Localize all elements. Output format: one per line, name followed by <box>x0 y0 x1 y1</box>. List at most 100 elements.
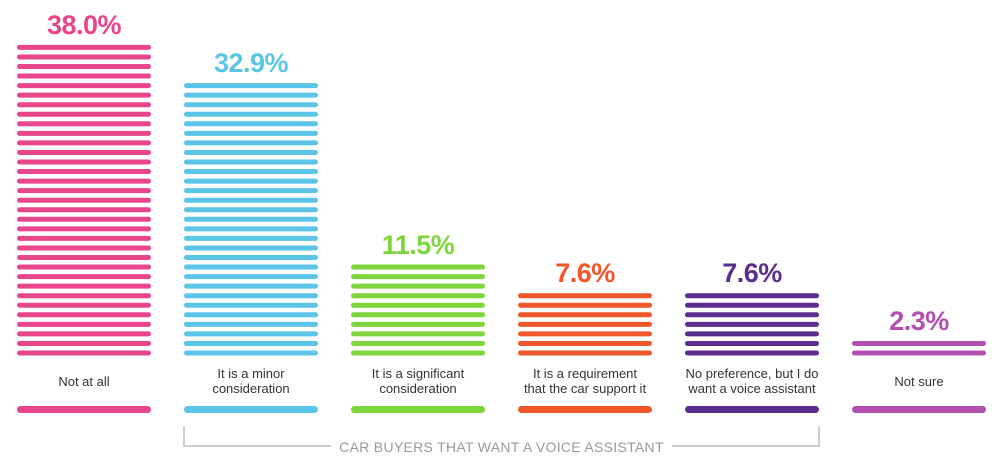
bar-stripe <box>518 312 652 318</box>
bar-stripe <box>685 350 819 356</box>
category-label-line: It is a requirement <box>532 366 638 381</box>
bar-stripe <box>351 321 485 327</box>
category-label-line: No preference, but I do <box>685 366 819 381</box>
bar-stripe <box>17 169 151 175</box>
bar <box>17 44 151 356</box>
bar <box>184 83 318 356</box>
bar-stripe <box>17 331 151 337</box>
bar-stripe <box>184 331 318 337</box>
bar-stripe <box>17 312 151 318</box>
bar-stripe <box>184 235 318 241</box>
category-underline <box>351 406 485 413</box>
bar-stripe <box>184 350 318 356</box>
bar-stripe <box>17 159 151 165</box>
bar-stripe <box>184 274 318 280</box>
bar-stripe <box>184 283 318 289</box>
bar-stripe <box>351 264 485 270</box>
bar-stripe <box>184 226 318 232</box>
category-underline <box>685 406 819 413</box>
bar-stripe <box>184 197 318 203</box>
category-label: It is a requirement that the car support … <box>505 366 665 396</box>
bar-stripe <box>184 340 318 346</box>
category-label-line: want a voice assistant <box>688 381 816 396</box>
category-label: No preference, but I do want a voice assi… <box>672 366 832 396</box>
bar-stripe <box>518 340 652 346</box>
bar-stripe <box>17 235 151 241</box>
bar-stripe <box>184 130 318 136</box>
bar-stripe <box>685 312 819 318</box>
bar <box>351 264 485 356</box>
bar-stripe <box>17 54 151 60</box>
bar-stripe <box>685 340 819 346</box>
bar-stripe <box>184 140 318 146</box>
bar-stripe <box>852 340 986 346</box>
bar-stripe <box>184 255 318 260</box>
bar <box>852 340 986 356</box>
bar-stripe <box>184 178 318 184</box>
bar-stripe <box>17 264 151 270</box>
bar-stripe <box>518 293 652 299</box>
bar-stripe <box>852 350 986 356</box>
bar-stripe <box>351 340 485 346</box>
bar-stripe <box>17 178 151 184</box>
bar-stripe <box>685 331 819 337</box>
category-label-line: It is a minor <box>217 366 285 381</box>
category-label: It is a significant consideration <box>338 366 498 396</box>
data-label: 7.6% <box>722 258 782 289</box>
bar-stripe <box>184 111 318 117</box>
bar-stripe <box>518 331 652 337</box>
category-label-line: that the car support it <box>523 381 647 396</box>
bar-stripe <box>184 83 318 89</box>
category-label-line: consideration <box>212 381 290 396</box>
bar-stripe <box>685 302 819 308</box>
bar-stripe <box>17 130 151 136</box>
bar-stripe <box>184 169 318 175</box>
bar-stripe <box>184 121 318 127</box>
bar-stripe <box>351 283 485 289</box>
bar-stripe <box>17 44 151 50</box>
bar-stripe <box>184 159 318 165</box>
bar-stripe <box>184 321 318 327</box>
bar-stripe <box>17 197 151 203</box>
bar-stripe <box>17 83 151 89</box>
bar-stripe <box>351 331 485 337</box>
bar <box>685 293 819 356</box>
bar-stripe <box>17 226 151 232</box>
bar-stripe <box>351 312 485 318</box>
category-underline <box>518 406 652 413</box>
category-label: It is a minor consideration <box>171 366 331 396</box>
bar <box>518 293 652 356</box>
category-underline <box>17 406 151 413</box>
bar-stripe <box>351 293 485 299</box>
category-underline <box>852 406 986 413</box>
data-label: 2.3% <box>889 305 949 336</box>
bar-stripe <box>17 302 151 308</box>
bar-stripe <box>17 255 151 260</box>
bar-stripe <box>17 92 151 98</box>
bar-stripe <box>184 216 318 222</box>
bar-stripe <box>351 302 485 308</box>
bar-stripe <box>184 245 318 251</box>
bar-stripe <box>17 64 151 69</box>
bar-stripe <box>184 188 318 194</box>
bar-stripe <box>184 207 318 213</box>
data-label: 38.0% <box>46 9 122 40</box>
bar-stripe <box>17 188 151 194</box>
data-label: 32.9% <box>213 48 289 79</box>
bar-stripe <box>17 245 151 251</box>
bar-stripe <box>518 302 652 308</box>
category-label: Not at all <box>4 374 164 389</box>
category-underline <box>184 406 318 413</box>
data-label: 7.6% <box>555 258 615 289</box>
bar-stripe <box>17 207 151 213</box>
bar-stripe <box>17 111 151 117</box>
category-label-line: consideration <box>379 381 457 396</box>
bar-stripe <box>518 350 652 356</box>
bar-stripe <box>17 350 151 356</box>
bar-stripe <box>184 149 318 155</box>
bar-stripe <box>17 340 151 346</box>
category-label-line: Not at all <box>58 374 110 389</box>
bar-stripe <box>518 321 652 327</box>
